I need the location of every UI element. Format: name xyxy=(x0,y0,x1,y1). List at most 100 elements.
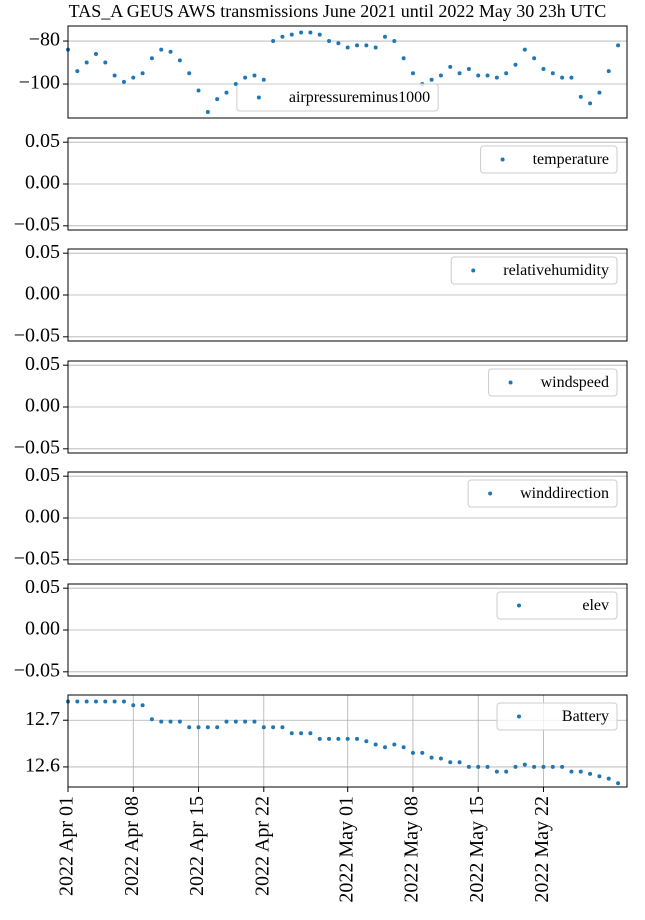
data-point xyxy=(373,45,378,50)
y-tick-label: −100 xyxy=(19,72,60,94)
y-tick-label: −0.05 xyxy=(14,324,60,346)
data-point xyxy=(103,699,108,704)
data-point xyxy=(159,47,164,52)
legend-marker xyxy=(500,157,505,162)
y-tick-label: 0.00 xyxy=(25,618,60,640)
data-point xyxy=(597,90,602,95)
data-point xyxy=(457,760,462,765)
x-tick-label: 2022 May 22 xyxy=(531,796,553,903)
data-point xyxy=(550,764,555,769)
data-point xyxy=(355,43,360,48)
data-point xyxy=(177,719,182,724)
data-point xyxy=(187,725,192,730)
data-point xyxy=(252,73,257,78)
data-point xyxy=(215,725,220,730)
data-point xyxy=(401,745,406,750)
chart-title: TAS_A GEUS AWS transmissions June 2021 u… xyxy=(69,1,607,21)
data-point xyxy=(532,56,537,61)
data-point xyxy=(308,731,313,736)
data-point xyxy=(429,77,434,82)
data-point xyxy=(205,109,210,114)
data-point xyxy=(75,69,80,74)
data-point xyxy=(149,56,154,61)
data-point xyxy=(196,725,201,730)
data-point xyxy=(345,736,350,741)
legend: relativehumidity xyxy=(450,256,618,285)
data-point xyxy=(168,49,173,54)
legend: winddirection xyxy=(467,479,618,508)
data-point xyxy=(233,719,238,724)
data-point xyxy=(93,51,98,56)
y-tick-label: 12.7 xyxy=(25,708,60,730)
data-point xyxy=(327,39,332,44)
legend-box xyxy=(488,368,618,397)
y-tick-label: −0.05 xyxy=(14,213,60,235)
data-point xyxy=(215,97,220,102)
x-tick-label: 2022 May 08 xyxy=(401,796,423,903)
data-point xyxy=(280,725,285,730)
data-point xyxy=(252,719,257,724)
data-point xyxy=(243,719,248,724)
data-point xyxy=(588,771,593,776)
y-tick-label: 12.6 xyxy=(25,755,60,777)
data-point xyxy=(93,699,98,704)
y-tick-label: −0.05 xyxy=(14,547,60,569)
data-point xyxy=(532,764,537,769)
legend-label: winddirection xyxy=(520,485,609,502)
y-tick-label: 0.00 xyxy=(25,395,60,417)
legend-label: elev xyxy=(582,597,609,614)
data-point xyxy=(569,75,574,80)
legend-marker xyxy=(256,95,261,100)
data-point xyxy=(392,39,397,44)
data-point xyxy=(485,73,490,78)
data-point xyxy=(382,34,387,39)
data-point xyxy=(317,736,322,741)
data-point xyxy=(420,750,425,755)
data-point xyxy=(364,739,369,744)
legend-label: windspeed xyxy=(541,374,609,391)
data-point xyxy=(261,77,266,82)
data-point xyxy=(448,64,453,69)
x-tick-label: 2022 Apr 22 xyxy=(251,796,273,896)
data-point xyxy=(243,75,248,80)
data-point xyxy=(438,756,443,761)
data-point xyxy=(457,71,462,76)
data-point xyxy=(588,101,593,106)
y-tick-label: 0.00 xyxy=(25,506,60,528)
x-tick-label: 2022 Apr 15 xyxy=(186,796,208,896)
data-point xyxy=(504,769,509,774)
data-point xyxy=(550,71,555,76)
y-tick-label: 0.05 xyxy=(25,576,60,598)
data-point xyxy=(187,71,192,76)
legend-marker xyxy=(508,380,513,385)
data-point xyxy=(616,43,621,48)
x-tick-label: 2022 May 01 xyxy=(335,796,357,903)
data-point xyxy=(616,781,621,786)
legend-box xyxy=(467,479,618,508)
data-point xyxy=(75,699,80,704)
data-point xyxy=(466,764,471,769)
data-point xyxy=(373,742,378,747)
plot-frame xyxy=(67,137,628,231)
data-point xyxy=(485,764,490,769)
data-point xyxy=(522,762,527,767)
data-point xyxy=(131,75,136,80)
data-point xyxy=(410,750,415,755)
data-point xyxy=(466,66,471,71)
data-point xyxy=(289,731,294,736)
plot-frame xyxy=(67,360,628,454)
data-point xyxy=(429,755,434,760)
plot-frame xyxy=(67,694,628,788)
data-point xyxy=(140,703,145,708)
data-point xyxy=(494,75,499,80)
data-point xyxy=(597,774,602,779)
data-point xyxy=(606,776,611,781)
data-point xyxy=(382,745,387,750)
data-point xyxy=(280,34,285,39)
legend-label: temperature xyxy=(533,151,609,168)
data-point xyxy=(476,764,481,769)
plot-frame xyxy=(67,248,628,342)
data-point xyxy=(168,719,173,724)
legend: windspeed xyxy=(488,368,618,397)
